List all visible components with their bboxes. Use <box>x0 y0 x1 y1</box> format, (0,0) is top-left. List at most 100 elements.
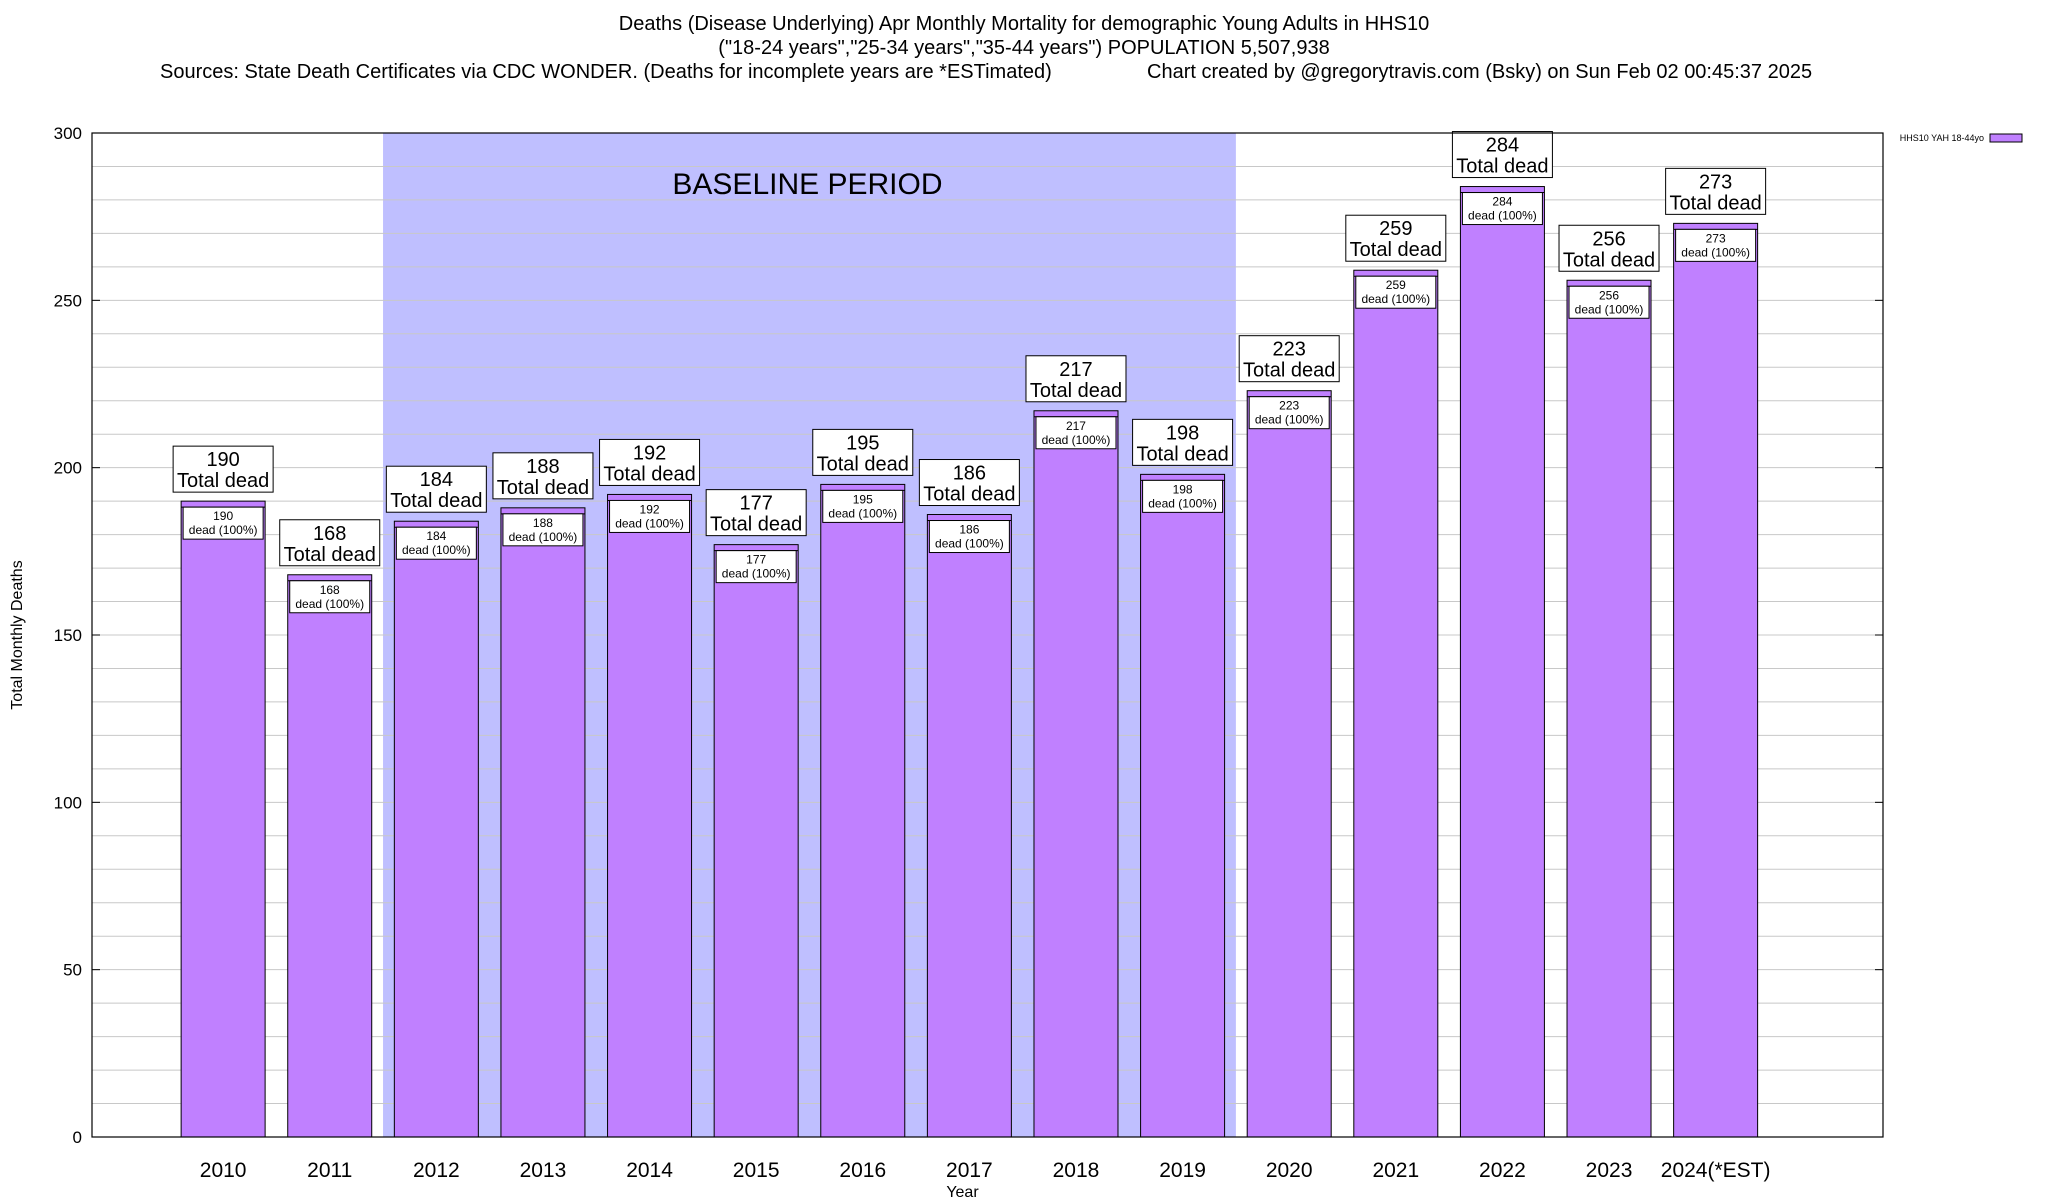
inner-label-value: 192 <box>640 502 660 516</box>
x-tick-label: 2023 <box>1586 1159 1633 1182</box>
bar <box>1140 473 1226 1138</box>
legend-swatch <box>1989 133 2023 143</box>
x-tick-label: 2019 <box>1159 1159 1206 1182</box>
total-label-box <box>492 452 594 500</box>
x-tick-label: 2021 <box>1372 1159 1419 1182</box>
total-label-value: 190 <box>206 449 239 471</box>
inner-label-percent: dead (100%) <box>1361 292 1430 306</box>
y-tick-label: 50 <box>63 961 82 980</box>
total-label-text: Total dead <box>1136 443 1228 465</box>
bar <box>393 520 479 1138</box>
total-label-text: Total dead <box>1563 249 1655 271</box>
total-label-box <box>1238 335 1340 383</box>
inner-label-value: 198 <box>1173 482 1193 496</box>
bar <box>1033 410 1119 1138</box>
x-tick-label: 2014 <box>626 1159 673 1182</box>
bar <box>500 507 586 1138</box>
inner-label-value: 195 <box>853 492 873 506</box>
y-tick-label: 150 <box>54 626 82 645</box>
y-tick-label: 250 <box>54 291 82 310</box>
x-tick-label: 2013 <box>520 1159 567 1182</box>
inner-label-box <box>395 526 477 560</box>
total-label-value: 177 <box>739 493 772 515</box>
total-label-value: 188 <box>526 456 559 478</box>
inner-label-value: 177 <box>746 553 766 567</box>
bar <box>607 493 693 1138</box>
inner-label-percent: dead (100%) <box>1148 496 1217 510</box>
inner-label-value: 259 <box>1386 278 1406 292</box>
x-tick-label: 2011 <box>307 1159 352 1182</box>
total-label-value: 223 <box>1273 339 1306 361</box>
total-label-box <box>812 428 914 476</box>
chart-subtitle: ("18-24 years","25-34 years","35-44 year… <box>718 37 1330 59</box>
inner-label-box <box>1461 192 1543 226</box>
total-label-text: Total dead <box>1456 156 1548 178</box>
inner-label-box <box>182 506 264 540</box>
total-label-value: 195 <box>846 432 879 454</box>
total-label-text: Total dead <box>923 484 1015 506</box>
total-label-box <box>1345 214 1447 262</box>
inner-label-percent: dead (100%) <box>1468 209 1537 223</box>
total-label-text: Total dead <box>1030 380 1122 402</box>
inner-label-percent: dead (100%) <box>1042 433 1111 447</box>
inner-label-value: 188 <box>533 516 553 530</box>
x-tick-label: 2017 <box>946 1159 993 1182</box>
x-tick-label: 2022 <box>1479 1159 1526 1182</box>
bar <box>1673 222 1759 1138</box>
chart-source-line: Sources: State Death Certificates via CD… <box>0 60 2048 84</box>
x-axis-title: Year <box>946 1184 979 1200</box>
x-tick-label: 2024(*EST) <box>1661 1159 1771 1182</box>
x-tick-label: 2020 <box>1266 1159 1313 1182</box>
inner-label-percent: dead (100%) <box>189 523 258 537</box>
chart-credit: Chart created by @gregorytravis.com (Bsk… <box>1147 61 1813 83</box>
bar <box>1459 186 1545 1138</box>
inner-label-box <box>1355 275 1437 309</box>
baseline-period-label: BASELINE PERIOD <box>672 168 942 201</box>
inner-label-percent: dead (100%) <box>509 530 578 544</box>
total-label-text: Total dead <box>603 463 695 485</box>
total-label-text: Total dead <box>1350 239 1442 261</box>
inner-label-value: 273 <box>1706 231 1726 245</box>
inner-label-box <box>1248 396 1330 430</box>
legend-layer: HHS10 YAH 18-44yo <box>1900 133 2023 143</box>
bars-layer <box>180 186 1759 1138</box>
inner-label-box <box>715 550 797 584</box>
total-label-box <box>918 459 1020 507</box>
total-label-value: 259 <box>1379 218 1412 240</box>
inner-label-value: 168 <box>320 583 340 597</box>
bar <box>287 574 373 1138</box>
total-label-text: Total dead <box>710 514 802 536</box>
x-tick-label: 2018 <box>1053 1159 1100 1182</box>
bar <box>926 514 1012 1138</box>
total-label-text: Total dead <box>390 490 482 512</box>
total-label-value: 198 <box>1166 422 1199 444</box>
total-label-box <box>599 438 701 486</box>
inner-label-percent: dead (100%) <box>828 506 897 520</box>
total-label-text: Total dead <box>1243 360 1335 382</box>
bar <box>820 483 906 1138</box>
total-label-text: Total dead <box>817 453 909 475</box>
inner-label-box <box>609 499 691 533</box>
inner-label-box <box>289 580 371 614</box>
total-label-value: 184 <box>420 469 453 491</box>
bar <box>180 500 266 1138</box>
inner-label-box <box>822 489 904 523</box>
x-tick-label: 2015 <box>733 1159 780 1182</box>
total-label-value: 256 <box>1592 228 1625 250</box>
total-label-box <box>1665 167 1767 215</box>
total-label-box <box>1132 418 1234 466</box>
inner-label-percent: dead (100%) <box>1255 413 1324 427</box>
legend-label: HHS10 YAH 18-44yo <box>1900 133 1984 143</box>
x-tick-label: 2016 <box>839 1159 886 1182</box>
inner-label-value: 256 <box>1599 288 1619 302</box>
total-label-box <box>1451 131 1553 179</box>
total-label-box <box>172 445 274 493</box>
y-tick-label: 300 <box>54 124 82 143</box>
inner-label-percent: dead (100%) <box>295 597 364 611</box>
total-label-value: 192 <box>633 442 666 464</box>
inner-label-percent: dead (100%) <box>402 543 471 557</box>
total-label-value: 186 <box>953 463 986 485</box>
bar <box>1353 269 1439 1138</box>
